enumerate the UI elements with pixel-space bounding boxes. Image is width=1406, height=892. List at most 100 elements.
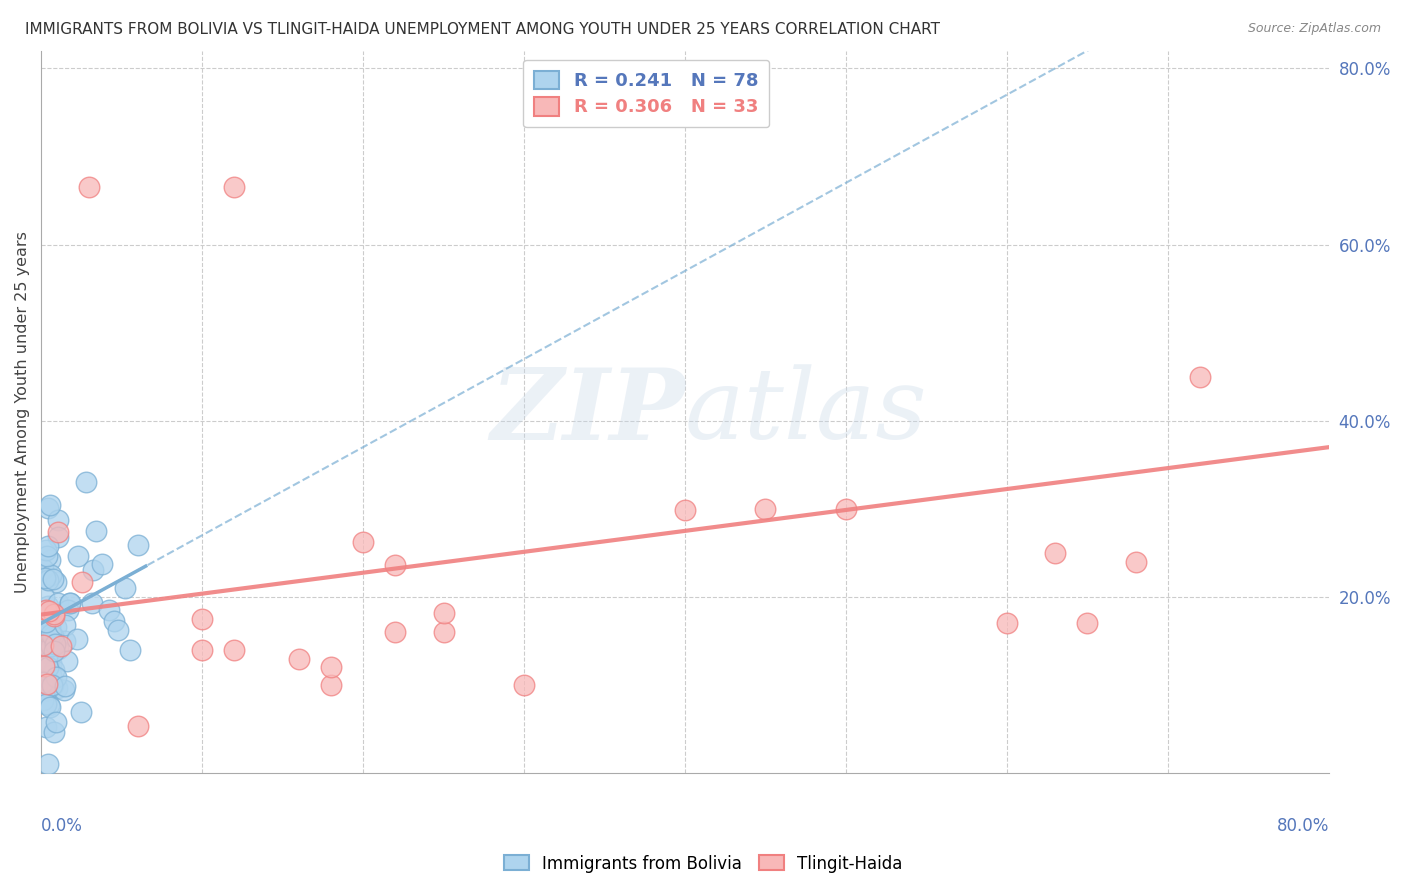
Point <box>70 574 93 589</box>
Point <box>319 678 342 692</box>
Point <box>35 543 58 558</box>
Point <box>84 524 107 538</box>
Point <box>118 643 141 657</box>
Point <box>37 677 59 691</box>
Point <box>37 660 59 674</box>
Point <box>46 641 69 656</box>
Point <box>39 620 62 634</box>
Point <box>384 558 406 573</box>
Point <box>31 561 53 575</box>
Point <box>45 620 67 634</box>
Point <box>70 706 93 720</box>
Point <box>37 539 59 553</box>
Point <box>32 590 55 604</box>
Point <box>42 633 65 648</box>
Point <box>384 625 406 640</box>
Point <box>75 475 97 489</box>
Point <box>103 614 125 628</box>
Point <box>1076 616 1098 631</box>
Point <box>673 502 696 516</box>
Point <box>287 651 309 665</box>
Point <box>67 549 90 563</box>
Point <box>224 643 246 657</box>
Point <box>835 501 858 516</box>
Point <box>38 498 60 512</box>
Point <box>995 616 1018 631</box>
Point <box>38 605 60 619</box>
Point <box>35 697 58 711</box>
Point <box>52 683 75 698</box>
Point <box>42 572 65 586</box>
Point <box>59 597 82 611</box>
Point <box>46 524 69 539</box>
Point <box>39 639 62 653</box>
Point <box>45 670 67 684</box>
Legend: Immigrants from Bolivia, Tlingit-Haida: Immigrants from Bolivia, Tlingit-Haida <box>498 848 908 880</box>
Point <box>37 676 59 690</box>
Point <box>41 678 63 692</box>
Point <box>37 655 59 669</box>
Point <box>91 557 114 571</box>
Point <box>80 596 103 610</box>
Point <box>53 679 76 693</box>
Point <box>31 674 53 689</box>
Point <box>38 698 60 712</box>
Point <box>31 622 53 636</box>
Point <box>42 629 65 643</box>
Point <box>56 654 79 668</box>
Point <box>432 625 454 640</box>
Point <box>39 627 62 641</box>
Point <box>352 534 374 549</box>
Point <box>44 637 66 651</box>
Point <box>34 571 56 585</box>
Point <box>42 678 65 692</box>
Point <box>513 678 536 692</box>
Point <box>39 567 62 582</box>
Point <box>127 538 149 552</box>
Point <box>51 640 73 654</box>
Point <box>31 638 53 652</box>
Text: 80.0%: 80.0% <box>1277 816 1329 835</box>
Point <box>1125 555 1147 569</box>
Point <box>32 644 55 658</box>
Point <box>55 634 77 648</box>
Point <box>38 611 60 625</box>
Point <box>35 615 58 629</box>
Point <box>42 607 65 621</box>
Point <box>34 604 56 618</box>
Point <box>56 603 79 617</box>
Point <box>42 608 65 623</box>
Point <box>53 618 76 632</box>
Text: Source: ZipAtlas.com: Source: ZipAtlas.com <box>1247 22 1381 36</box>
Point <box>46 530 69 544</box>
Point <box>59 596 82 610</box>
Point <box>191 612 214 626</box>
Point <box>35 681 58 696</box>
Point <box>65 632 87 647</box>
Point <box>114 582 136 596</box>
Point <box>45 715 67 730</box>
Point <box>191 643 214 657</box>
Point <box>34 644 56 658</box>
Point <box>41 667 63 681</box>
Point <box>432 606 454 620</box>
Legend: R = 0.241   N = 78, R = 0.306   N = 33: R = 0.241 N = 78, R = 0.306 N = 33 <box>523 60 769 128</box>
Point <box>37 599 59 614</box>
Point <box>97 603 120 617</box>
Point <box>46 596 69 610</box>
Point <box>35 647 58 661</box>
Point <box>79 180 101 194</box>
Point <box>82 563 104 577</box>
Y-axis label: Unemployment Among Youth under 25 years: Unemployment Among Youth under 25 years <box>15 231 30 593</box>
Point <box>107 623 129 637</box>
Point <box>39 700 62 714</box>
Point <box>35 683 58 698</box>
Point <box>127 719 149 733</box>
Point <box>35 549 58 564</box>
Point <box>42 724 65 739</box>
Point <box>319 660 342 674</box>
Point <box>34 720 56 734</box>
Text: atlas: atlas <box>685 364 928 459</box>
Point <box>37 622 59 636</box>
Point <box>754 501 776 516</box>
